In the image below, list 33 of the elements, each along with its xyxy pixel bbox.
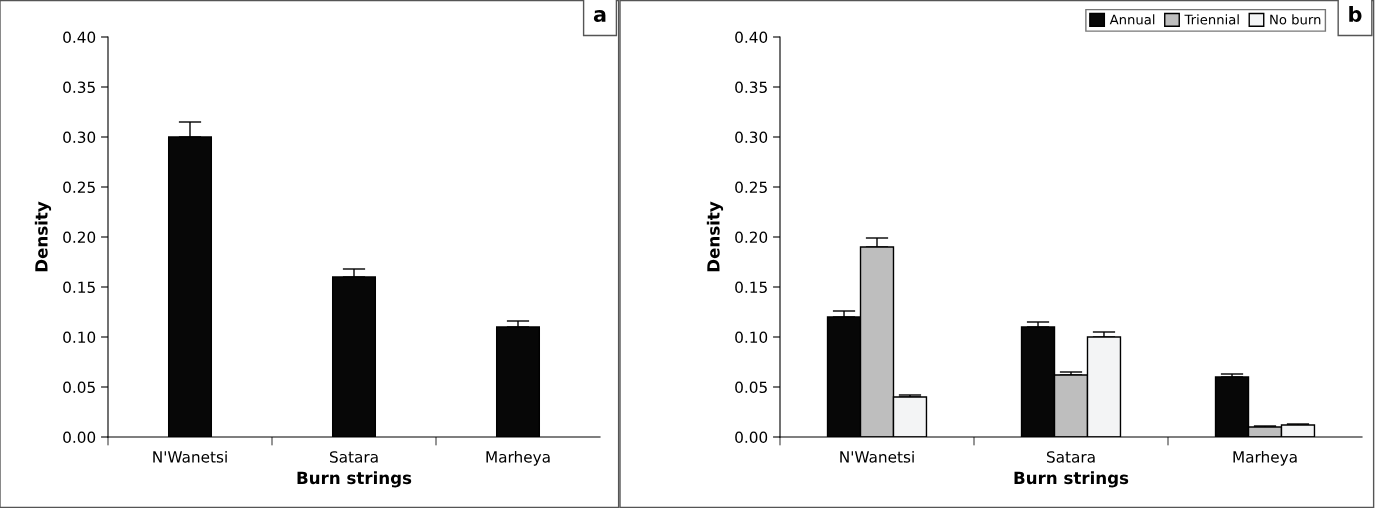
x-tick-label: Marheya	[1233, 450, 1297, 466]
y-tick-label: 0.40	[735, 31, 768, 44]
x-tick-label: Satara	[329, 451, 378, 463]
y-axis-title: Density	[34, 201, 52, 272]
y-tick-label: 0.15	[735, 281, 767, 294]
y-axis-title: Density	[706, 201, 724, 272]
y-tick-label: 0.05	[735, 381, 767, 394]
y-tick-label: 0.40	[63, 31, 96, 44]
y-tick-label: 0.35	[63, 81, 95, 94]
x-tick-label: Satara	[1046, 451, 1095, 463]
y-tick-label: 0.30	[63, 131, 96, 144]
x-tick-label: N'Wanetsi	[153, 450, 227, 463]
legend-label: Annual	[1109, 14, 1155, 25]
y-tick-label: 0.10	[735, 331, 768, 344]
y-tick-label: 0.00	[63, 431, 96, 444]
y-tick-label: 0.10	[63, 331, 96, 344]
y-tick-label: 0.25	[63, 181, 95, 194]
y-tick-label: 0.35	[735, 81, 767, 94]
legend-label: Triennial	[1184, 14, 1239, 25]
text: a	[593, 10, 606, 23]
y-tick-label: 0.20	[735, 231, 768, 244]
y-tick-label: 0.20	[63, 231, 96, 244]
x-axis-title: Burn strings	[297, 471, 412, 488]
legend-label: No burn	[1270, 14, 1321, 25]
y-tick-label: 0.00	[735, 431, 768, 444]
x-tick-label: N'Wanetsi	[840, 450, 914, 463]
y-tick-label: 0.05	[63, 381, 95, 394]
y-tick-label: 0.30	[735, 131, 768, 144]
y-tick-label: 0.15	[63, 281, 95, 294]
x-axis-title: Burn strings	[1014, 471, 1129, 488]
y-tick-label: 0.25	[735, 181, 767, 194]
x-tick-label: Marheya	[486, 450, 550, 466]
text: b	[1349, 5, 1362, 23]
